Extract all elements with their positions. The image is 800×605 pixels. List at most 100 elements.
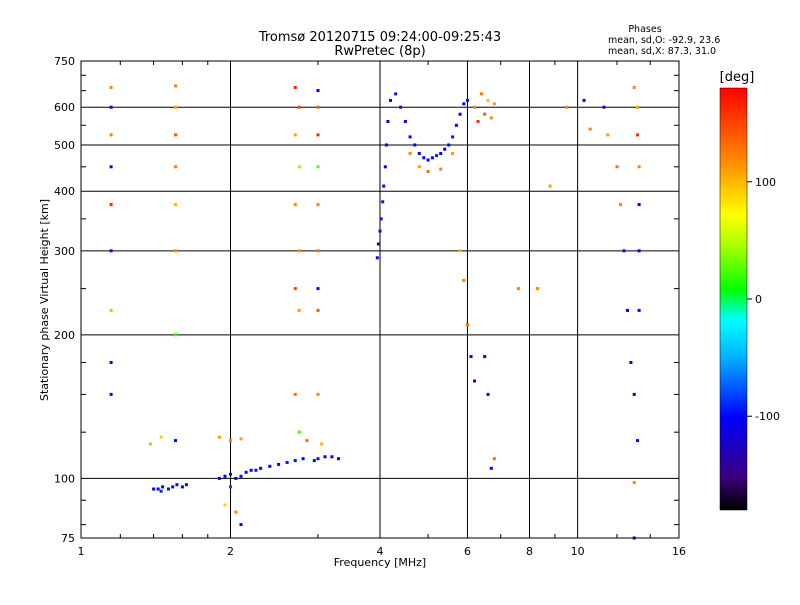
data-point: [316, 89, 320, 93]
data-point: [492, 102, 496, 106]
data-point: [316, 133, 320, 137]
data-point: [293, 392, 297, 396]
y-tick-label: 100: [54, 472, 75, 485]
data-point: [408, 135, 412, 139]
colorbar-ticks: 100 0 -100: [747, 176, 780, 423]
data-point: [337, 457, 340, 461]
data-point: [330, 455, 334, 459]
data-point: [382, 184, 386, 188]
phases-heading: Phases: [628, 24, 661, 35]
data-point: [381, 200, 385, 204]
y-tick-label: 600: [54, 101, 75, 114]
data-point: [174, 439, 177, 443]
data-point: [316, 249, 320, 253]
data-point: [293, 86, 297, 89]
data-point: [316, 308, 320, 312]
data-point: [268, 464, 272, 468]
colorbar-label: [deg]: [720, 70, 755, 85]
data-point: [316, 392, 320, 396]
data-point: [379, 217, 383, 221]
data-point: [323, 455, 327, 459]
data-point: [483, 355, 487, 359]
data-point: [297, 308, 301, 312]
data-point: [637, 203, 641, 207]
data-point: [285, 461, 289, 464]
data-point: [159, 489, 163, 493]
data-point: [217, 435, 221, 439]
data-point: [254, 468, 258, 472]
data-point: [399, 105, 403, 109]
data-point: [458, 112, 462, 116]
y-axis-label: Stationary phase Virtual Height [km]: [38, 199, 51, 401]
y-tick-label: 75: [61, 532, 75, 545]
data-point: [417, 165, 421, 169]
data-point: [109, 203, 113, 207]
data-point: [297, 105, 301, 109]
x-axis-label: Frequency [MHz]: [334, 556, 426, 569]
data-point: [320, 442, 323, 446]
data-point: [473, 105, 476, 109]
x-tick-label: 6: [464, 545, 471, 558]
data-point: [447, 143, 451, 147]
data-point: [180, 485, 184, 489]
data-point: [109, 86, 113, 89]
data-point: [476, 120, 480, 123]
data-point: [473, 379, 476, 383]
y-axis-ticks: 75 100 200 300 400 500 600 750: [54, 55, 679, 545]
data-point: [435, 154, 439, 158]
data-point: [316, 203, 320, 207]
data-point: [462, 102, 466, 106]
data-point: [171, 485, 175, 489]
data-point: [223, 503, 227, 507]
data-point: [602, 105, 606, 109]
data-point: [239, 474, 243, 478]
data-point: [629, 361, 633, 364]
data-point: [619, 203, 622, 207]
x-tick-label: 4: [377, 545, 384, 558]
y-tick-label: 300: [54, 245, 75, 258]
data-point: [636, 133, 639, 137]
data-point: [632, 86, 636, 89]
data-point: [174, 105, 177, 109]
data-point: [293, 133, 297, 137]
data-point: [417, 152, 421, 155]
data-point: [223, 474, 227, 478]
data-point: [234, 476, 238, 480]
data-point: [316, 287, 320, 291]
data-point: [637, 308, 641, 312]
data-point: [109, 105, 113, 109]
data-point: [636, 105, 639, 109]
data-point: [149, 442, 152, 446]
data-point: [159, 435, 163, 439]
data-point: [277, 462, 281, 466]
data-point: [466, 98, 469, 102]
data-point: [606, 133, 610, 137]
data-point: [378, 229, 382, 233]
data-point: [588, 127, 592, 131]
data-point: [486, 98, 490, 102]
data-point: [451, 152, 455, 155]
data-point: [161, 485, 165, 489]
data-point: [516, 287, 520, 291]
colorbar-tick-label: 100: [755, 176, 776, 189]
data-point: [316, 457, 320, 461]
data-point: [626, 308, 629, 312]
x-tick-label: 10: [571, 545, 585, 558]
data-point: [413, 143, 417, 147]
data-point: [301, 457, 305, 461]
data-point: [244, 470, 248, 474]
data-point: [386, 120, 390, 123]
y-tick-label: 500: [54, 139, 75, 152]
data-point: [466, 323, 469, 327]
data-point: [109, 361, 113, 364]
data-point: [175, 483, 179, 487]
data-point: [483, 112, 487, 116]
colorbar-tick-label: -100: [755, 410, 780, 423]
data-point: [109, 308, 113, 312]
data-point: [167, 487, 170, 491]
data-point: [293, 203, 297, 207]
data-point: [458, 249, 462, 253]
data-point: [312, 459, 316, 463]
data-point: [451, 135, 455, 139]
